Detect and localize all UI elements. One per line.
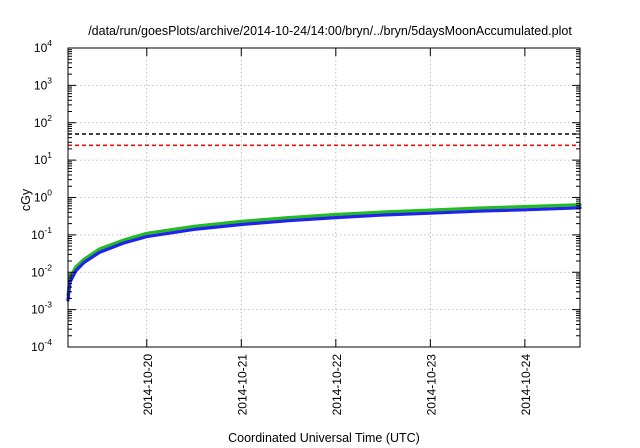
- y-tick-base: 10: [31, 265, 45, 279]
- y-tick-label: 100: [34, 188, 52, 205]
- y-tick-base: 10: [34, 116, 48, 130]
- y-tick-exponent: -4: [44, 337, 52, 347]
- y-tick-exponent: 4: [47, 38, 52, 48]
- y-tick-base: 10: [31, 303, 45, 317]
- x-tick-label: 2014-10-20: [141, 354, 155, 416]
- y-tick-base: 10: [31, 340, 45, 354]
- y-tick-label: 103: [34, 75, 52, 92]
- y-tick-exponent: 0: [47, 188, 52, 198]
- y-tick-exponent: -3: [44, 300, 52, 310]
- x-tick-label: 2014-10-24: [519, 354, 533, 416]
- y-tick-base: 10: [34, 191, 48, 205]
- y-tick-label: 10-3: [31, 300, 52, 317]
- y-tick-label: 101: [34, 150, 52, 167]
- x-tick-label: 2014-10-23: [424, 354, 438, 416]
- chart-title: /data/run/goesPlots/archive/2014-10-24/1…: [88, 24, 572, 38]
- y-tick-label: 10-2: [31, 262, 52, 279]
- y-tick-exponent: 3: [47, 75, 52, 85]
- y-tick-exponent: 2: [47, 113, 52, 123]
- data-series: [66, 133, 582, 302]
- x-axis-ticks: 2014-10-20 2014-10-21 2014-10-22 2014-10-23…: [141, 48, 533, 415]
- series-line-2: [66, 206, 582, 302]
- y-tick-base: 10: [34, 41, 48, 55]
- x-axis-label: Coordinated Universal Time (UTC): [228, 431, 420, 445]
- y-tick-base: 10: [31, 228, 45, 242]
- y-axis-label: cGy: [19, 188, 33, 211]
- y-tick-exponent: -1: [44, 225, 52, 235]
- series-line-1: [66, 203, 582, 297]
- grid-lines: [68, 48, 580, 347]
- x-tick-label: 2014-10-21: [235, 354, 249, 416]
- y-tick-exponent: 1: [47, 150, 52, 160]
- y-tick-label: 104: [34, 38, 52, 55]
- y-tick-label: 102: [34, 113, 52, 130]
- y-tick-exponent: -2: [44, 262, 52, 272]
- y-tick-label: 10-4: [31, 337, 52, 354]
- y-tick-base: 10: [34, 78, 48, 92]
- y-tick-label: 10-1: [31, 225, 52, 242]
- x-tick-label: 2014-10-22: [330, 354, 344, 416]
- y-tick-base: 10: [34, 153, 48, 167]
